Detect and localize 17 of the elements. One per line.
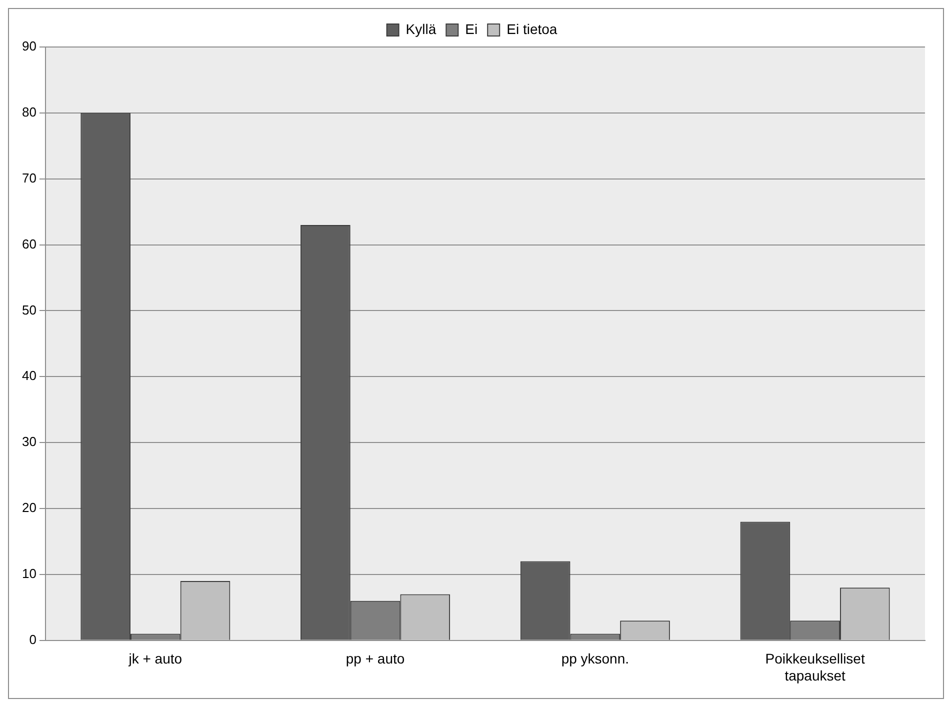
- legend-label: Kyllä: [406, 20, 436, 37]
- legend-label: Ei tietoa: [506, 20, 558, 37]
- legend-label: Ei: [465, 20, 478, 37]
- x-tick-label: pp + auto: [346, 650, 405, 667]
- y-tick-label: 80: [22, 104, 36, 120]
- y-tick-label: 10: [22, 566, 36, 582]
- y-tick-label: 60: [22, 236, 36, 252]
- y-tick-label: 0: [29, 632, 36, 647]
- y-tick-label: 50: [22, 302, 36, 318]
- x-tick-label: jk + auto: [128, 650, 182, 667]
- y-tick-label: 20: [22, 500, 36, 516]
- y-tick-label: 30: [22, 434, 36, 450]
- y-tick-label: 40: [22, 368, 36, 384]
- x-tick-label: pp yksonn.: [561, 650, 630, 667]
- x-tick-label: Poikkeukselliset tapaukset: [765, 650, 865, 684]
- y-tick-label: 70: [22, 170, 36, 186]
- y-tick-label: 90: [22, 38, 36, 54]
